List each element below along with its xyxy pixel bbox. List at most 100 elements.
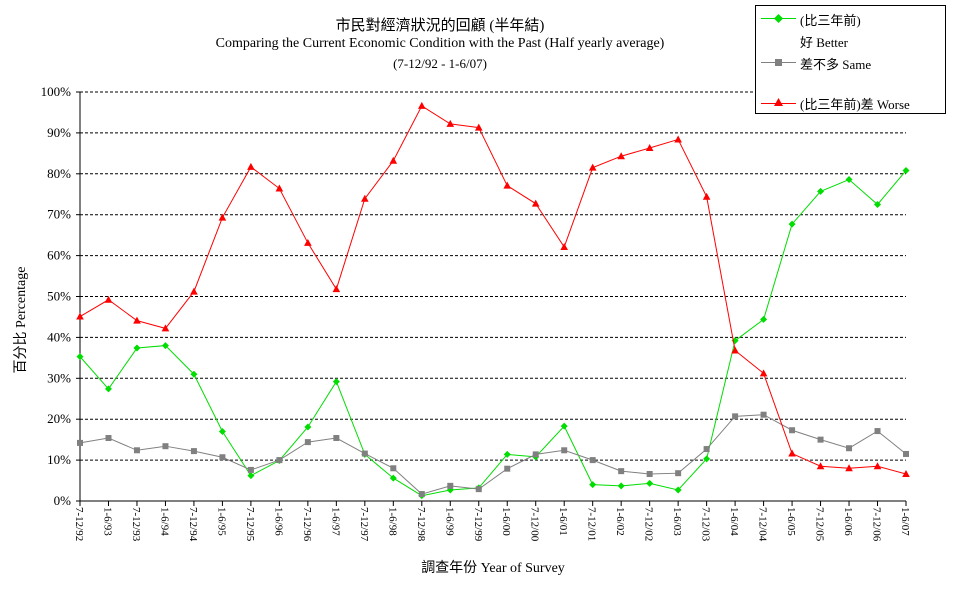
x-tick-label: 7-12/01 bbox=[586, 507, 598, 541]
data-point bbox=[561, 447, 568, 454]
data-point bbox=[190, 370, 198, 378]
data-point bbox=[275, 184, 284, 192]
x-tick-label: 1-6/03 bbox=[671, 507, 683, 536]
x-tick-label: 7-12/00 bbox=[529, 507, 541, 542]
x-tick-label: 1-6/06 bbox=[842, 507, 854, 536]
data-point bbox=[646, 479, 654, 487]
data-point bbox=[219, 454, 226, 461]
series-line bbox=[79, 414, 907, 495]
data-point bbox=[589, 481, 597, 489]
data-point bbox=[702, 192, 711, 200]
data-point bbox=[760, 411, 767, 418]
legend-better-line1: (比三年前) bbox=[800, 13, 861, 28]
series-line bbox=[79, 105, 907, 475]
data-point bbox=[817, 187, 825, 195]
axes bbox=[76, 91, 907, 506]
x-tick-label: 1-6/07 bbox=[899, 507, 911, 536]
data-point bbox=[190, 287, 198, 295]
data-point bbox=[304, 423, 312, 431]
x-tick-label: 1-6/99 bbox=[443, 507, 455, 536]
data-point bbox=[675, 470, 682, 477]
data-point bbox=[846, 445, 853, 452]
data-point bbox=[617, 152, 625, 160]
data-point bbox=[504, 465, 511, 472]
data-point bbox=[703, 446, 710, 453]
data-point bbox=[332, 285, 341, 293]
data-point bbox=[560, 243, 569, 251]
data-point bbox=[133, 447, 140, 454]
data-point bbox=[532, 451, 539, 458]
x-tick-label: 7-12/06 bbox=[871, 507, 883, 542]
y-tick-label: 50% bbox=[47, 289, 71, 304]
data-point bbox=[874, 428, 881, 435]
data-point bbox=[845, 176, 853, 184]
data-point bbox=[589, 457, 596, 464]
gridlines bbox=[80, 91, 906, 461]
y-tick-label: 40% bbox=[47, 329, 71, 344]
x-tick-label: 1-6/95 bbox=[215, 507, 227, 536]
chart-title-english: Comparing the Current Economic Condition… bbox=[215, 36, 665, 51]
x-tick-label: 1-6/04 bbox=[728, 507, 740, 536]
data-point bbox=[903, 450, 909, 457]
x-tick-label: 7-12/95 bbox=[244, 507, 256, 542]
data-point bbox=[788, 220, 796, 228]
data-point bbox=[304, 439, 311, 446]
data-point bbox=[276, 457, 283, 464]
x-tick-label: 7-12/94 bbox=[187, 507, 199, 542]
data-point bbox=[304, 238, 312, 246]
data-point bbox=[105, 435, 112, 442]
data-point bbox=[474, 123, 483, 131]
data-point bbox=[76, 353, 84, 361]
legend-worse-label: (比三年前)差 Worse bbox=[800, 97, 910, 112]
data-point bbox=[133, 316, 141, 324]
x-tick-label: 7-12/05 bbox=[814, 507, 826, 542]
chart-title-chinese: 市民對經濟狀況的回顧 (半年結) bbox=[335, 18, 545, 34]
data-point bbox=[618, 468, 625, 475]
series-same bbox=[77, 411, 909, 498]
data-point bbox=[104, 295, 113, 303]
data-point bbox=[332, 378, 340, 386]
x-tick-label: 1-6/98 bbox=[386, 507, 398, 536]
data-point bbox=[902, 167, 910, 175]
x-tick-label: 7-12/99 bbox=[472, 507, 484, 542]
y-tick-label: 10% bbox=[47, 452, 71, 467]
data-point bbox=[247, 472, 255, 480]
x-tick-label: 1-6/00 bbox=[500, 507, 512, 536]
data-point bbox=[588, 163, 597, 171]
data-point bbox=[674, 135, 682, 143]
diamond-marker-icon bbox=[774, 14, 783, 23]
y-tick-labels: 0% 10% 20% 30% 40% 50% 60% 70% 80% 90% 100% bbox=[41, 84, 72, 508]
x-tick-label: 1-6/97 bbox=[329, 507, 341, 536]
y-tick-label: 100% bbox=[41, 84, 72, 99]
data-point bbox=[788, 449, 796, 457]
data-point bbox=[531, 199, 540, 207]
data-point bbox=[247, 162, 255, 170]
data-point bbox=[162, 443, 169, 450]
data-point bbox=[646, 471, 653, 478]
data-point bbox=[645, 144, 654, 152]
data-point bbox=[190, 448, 197, 455]
y-tick-label: 0% bbox=[54, 493, 72, 508]
y-tick-label: 70% bbox=[47, 207, 71, 222]
data-point bbox=[76, 312, 84, 320]
x-axis-label: 調查年份 Year of Survey bbox=[421, 561, 565, 576]
y-tick-label: 90% bbox=[47, 125, 71, 140]
data-point bbox=[418, 491, 425, 498]
legend-better-line2: 好 Better bbox=[800, 35, 849, 50]
x-tick-label: 7-12/04 bbox=[757, 507, 769, 542]
data-point bbox=[503, 450, 511, 458]
data-point bbox=[446, 119, 455, 127]
x-tick-label: 1-6/93 bbox=[101, 507, 113, 536]
data-point bbox=[789, 427, 796, 434]
data-point bbox=[816, 462, 825, 470]
data-point bbox=[417, 101, 426, 109]
y-tick-label: 20% bbox=[47, 411, 71, 426]
data-point bbox=[759, 369, 768, 377]
data-series bbox=[76, 101, 910, 500]
data-point bbox=[902, 470, 910, 478]
data-point bbox=[104, 385, 112, 393]
y-tick-label: 30% bbox=[47, 370, 71, 385]
data-point bbox=[731, 346, 739, 354]
chart-date-range: (7-12/92 - 1-6/07) bbox=[393, 56, 487, 71]
data-point bbox=[247, 466, 254, 473]
